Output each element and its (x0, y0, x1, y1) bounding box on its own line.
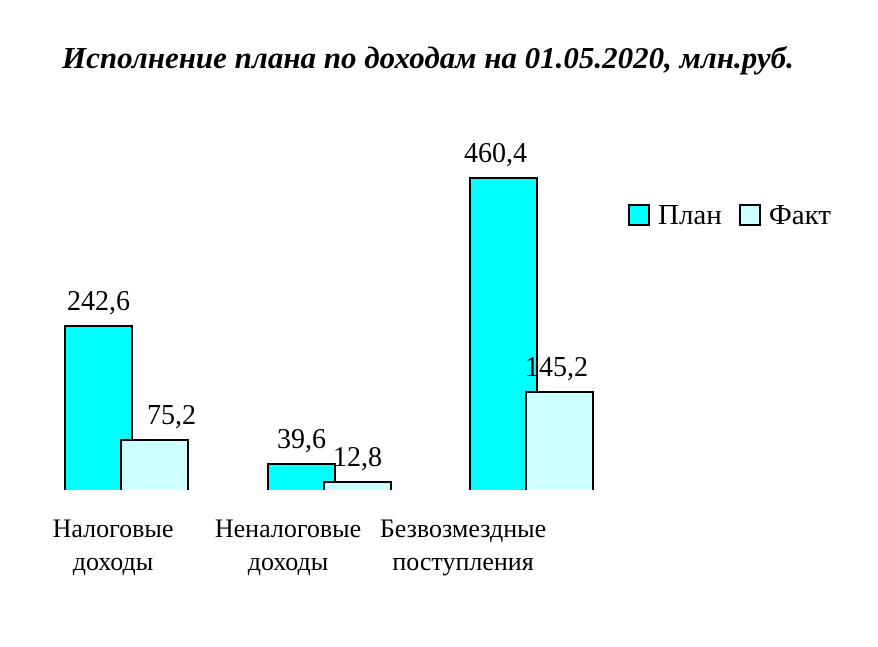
fact-legend-swatch (738, 204, 761, 226)
plan-value-label: 242,6 (67, 286, 130, 317)
category-label: Налоговые доходы (52, 514, 174, 576)
legend-item-fact: Факт (738, 199, 831, 231)
legend: План Факт (628, 199, 831, 231)
category-label: Безвозмездные поступления (379, 514, 547, 576)
plan-legend-swatch (628, 204, 650, 226)
fact-bar (525, 391, 594, 490)
fact-bar (120, 439, 189, 490)
fact-legend-label: Факт (768, 199, 831, 231)
category-label: Неналоговые доходы (214, 514, 362, 576)
fact-value-label: 12,8 (333, 442, 382, 473)
fact-value-label: 145,2 (525, 352, 588, 383)
fact-bar (323, 481, 392, 490)
plan-value-label: 460,4 (464, 138, 527, 169)
chart-title: Исполнение плана по доходам на 01.05.202… (62, 40, 794, 75)
plan-value-label: 39,6 (277, 424, 326, 455)
plan-legend-label: План (658, 199, 722, 231)
fact-value-label: 75,2 (147, 400, 196, 431)
legend-item-plan: План (628, 200, 722, 230)
